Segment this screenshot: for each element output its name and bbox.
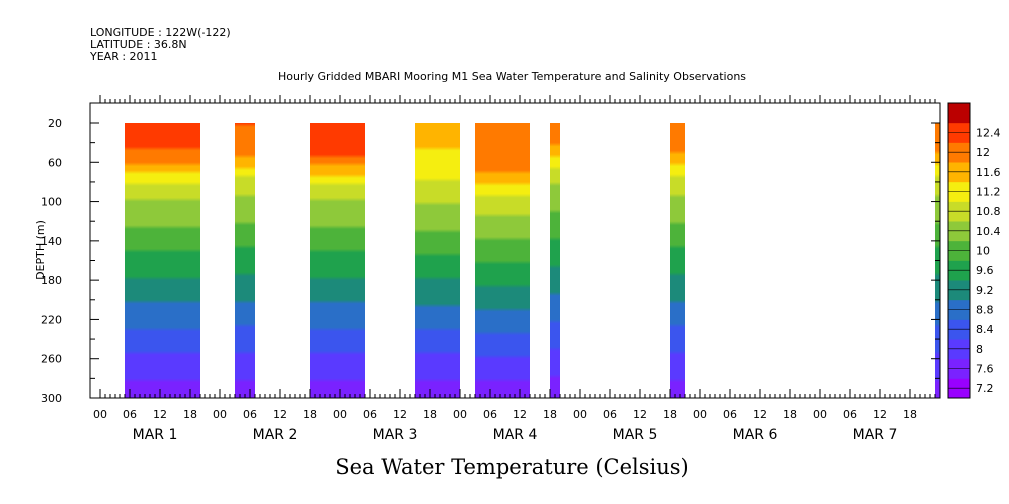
x-tick-label: 18 xyxy=(783,408,797,421)
x-tick-label: 06 xyxy=(723,408,737,421)
y-axis: 20 60 100 140 180 220 260 300 xyxy=(41,117,940,405)
x-tick-label: 18 xyxy=(183,408,197,421)
x-tick-label: 00 xyxy=(333,408,347,421)
x-tick-label: 00 xyxy=(693,408,707,421)
x-tick-label: 12 xyxy=(753,408,767,421)
x-tick-label: 06 xyxy=(843,408,857,421)
x-tick-label: 12 xyxy=(513,408,527,421)
x-tick-label: 18 xyxy=(543,408,557,421)
data-block xyxy=(415,123,460,398)
data-block xyxy=(475,123,530,398)
x-axis-label: Sea Water Temperature (Celsius) xyxy=(335,455,689,479)
y-tick-label: 300 xyxy=(41,392,62,405)
y-tick-label: 260 xyxy=(41,353,62,366)
x-day-label: MAR 6 xyxy=(733,427,778,443)
x-day-label: MAR 2 xyxy=(253,427,298,443)
x-day-label: MAR 7 xyxy=(853,427,898,443)
x-tick-label: 12 xyxy=(873,408,887,421)
colorbar-label: 7.6 xyxy=(976,363,994,376)
colorbar-label: 12.4 xyxy=(976,127,1001,140)
x-day-label: MAR 1 xyxy=(133,427,178,443)
x-tick-label: 00 xyxy=(573,408,587,421)
x-tick-label: 18 xyxy=(663,408,677,421)
colorbar: 7.2 7.6 8 8.4 8.8 9.2 9.6 10 10.4 10.8 11.2 11.6 12 1… xyxy=(947,102,1001,399)
x-tick-label: 06 xyxy=(243,408,257,421)
x-tick-label: 18 xyxy=(423,408,437,421)
y-tick-label: 140 xyxy=(41,235,62,248)
colorbar-label: 11.6 xyxy=(976,166,1001,179)
x-tick-label: 06 xyxy=(603,408,617,421)
x-day-label: MAR 3 xyxy=(373,427,418,443)
y-tick-label: 20 xyxy=(48,117,62,130)
colorbar-swatch xyxy=(948,103,970,124)
x-tick-label: 06 xyxy=(483,408,497,421)
colorbar-label: 7.2 xyxy=(976,382,994,395)
x-tick-label: 12 xyxy=(633,408,647,421)
x-tick-label: 18 xyxy=(303,408,317,421)
heatmap-blocks xyxy=(125,123,940,398)
x-tick-label: 12 xyxy=(153,408,167,421)
y-axis-label: DEPTH (m) xyxy=(34,220,47,280)
colorbar-label: 10 xyxy=(976,245,990,258)
colorbar-label: 8.4 xyxy=(976,323,994,336)
colorbar-label: 11.2 xyxy=(976,186,1001,199)
x-tick-label: 00 xyxy=(453,408,467,421)
x-tick-label: 00 xyxy=(213,408,227,421)
colorbar-label: 10.4 xyxy=(976,225,1001,238)
y-tick-label: 220 xyxy=(41,313,62,326)
x-tick-label: 06 xyxy=(123,408,137,421)
colorbar-label: 8.8 xyxy=(976,304,994,317)
x-tick-label: 18 xyxy=(903,408,917,421)
colorbar-label: 9.6 xyxy=(976,264,994,277)
x-day-label: MAR 5 xyxy=(613,427,658,443)
latitude-label: LATITUDE : 36.8N xyxy=(90,38,187,51)
y-tick-label: 180 xyxy=(41,274,62,287)
x-tick-label: 12 xyxy=(273,408,287,421)
data-block xyxy=(125,123,200,398)
y-tick-label: 60 xyxy=(48,156,62,169)
colorbar-label: 9.2 xyxy=(976,284,994,297)
data-block xyxy=(310,123,365,398)
colorbar-label: 10.8 xyxy=(976,205,1001,218)
data-block xyxy=(670,123,685,398)
colorbar-label: 8 xyxy=(976,343,983,356)
x-tick-label: 00 xyxy=(813,408,827,421)
chart-title: Hourly Gridded MBARI Mooring M1 Sea Wate… xyxy=(278,70,746,83)
year-label: YEAR : 2011 xyxy=(89,50,158,63)
x-tick-label: 06 xyxy=(363,408,377,421)
x-day-label: MAR 4 xyxy=(493,427,538,443)
x-tick-label: 00 xyxy=(93,408,107,421)
x-tick-label: 12 xyxy=(393,408,407,421)
longitude-label: LONGITUDE : 122W(-122) xyxy=(90,26,231,39)
data-block xyxy=(550,123,560,398)
colorbar-label: 12 xyxy=(976,146,990,159)
y-tick-label: 100 xyxy=(41,196,62,209)
data-block xyxy=(235,123,255,398)
top-minor-ticks xyxy=(99,95,936,103)
x-axis: 00 06 12 18 00 06 12 18 00 06 12 18 00 06 12 18 00 06 12 18… xyxy=(93,389,936,443)
